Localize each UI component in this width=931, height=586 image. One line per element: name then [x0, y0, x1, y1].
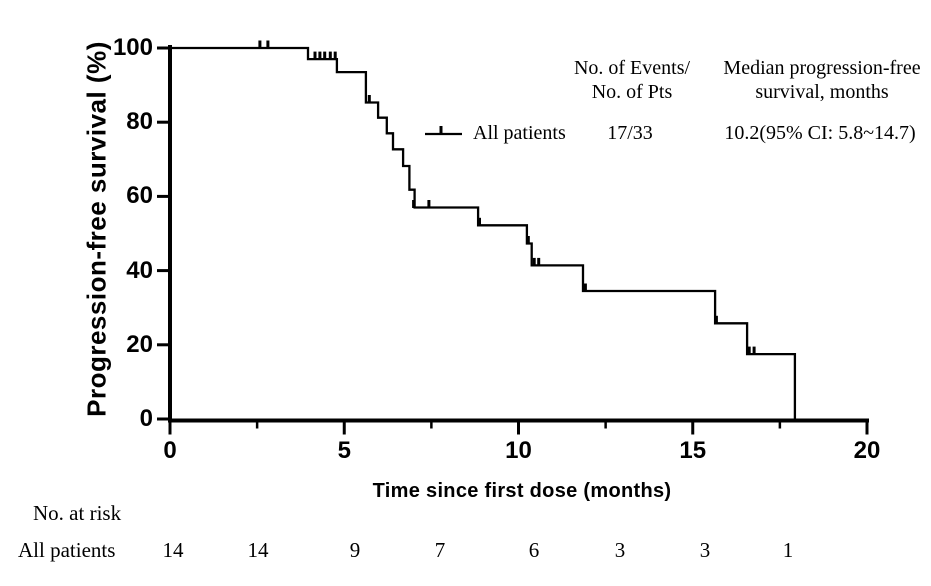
- censor-mark: [752, 346, 756, 355]
- legend-events-value: 17/33: [607, 122, 653, 144]
- censor-mark: [747, 346, 751, 355]
- x-tick-label: 0: [163, 437, 177, 464]
- censor-mark: [323, 51, 327, 60]
- y-tick-label: 60: [126, 182, 153, 210]
- at-risk-count: 14: [162, 538, 184, 562]
- at-risk-count: 3: [699, 538, 711, 562]
- at-risk-count: 1: [782, 538, 794, 562]
- censor-mark: [412, 200, 416, 208]
- legend-median-value: 10.2(95% CI: 5.8~14.7): [724, 122, 916, 144]
- censor-mark: [427, 200, 431, 208]
- at-risk-count: 6: [528, 538, 540, 562]
- y-tick-label: 100: [112, 34, 153, 61]
- y-tick-label: 80: [126, 108, 153, 136]
- censor-mark: [532, 257, 536, 266]
- at-risk-row-label: All patients: [18, 538, 116, 562]
- censor-mark: [478, 217, 481, 226]
- at-risk-count: 3: [614, 538, 626, 562]
- y-tick-label: 20: [126, 330, 153, 358]
- at-risk-title: No. at risk: [33, 501, 122, 525]
- censor-mark: [333, 51, 337, 60]
- y-tick-label: 0: [139, 405, 153, 432]
- x-tick-label: 10: [505, 437, 532, 464]
- censor-mark: [583, 283, 587, 292]
- censor-mark: [714, 315, 718, 324]
- legend-header-events: No. of Events/ No. of Pts: [573, 57, 691, 103]
- x-tick-label: 20: [853, 437, 881, 464]
- x-axis-title: Time since first dose (months): [372, 480, 672, 502]
- legend-series-label: All patients: [473, 122, 566, 144]
- censor-mark: [537, 257, 541, 266]
- x-tick-label: 15: [679, 437, 707, 464]
- x-tick-label: 5: [337, 437, 351, 464]
- censor-mark: [328, 51, 332, 60]
- censor-mark: [266, 40, 270, 49]
- survival-curve: [170, 46, 797, 419]
- y-axis-title: Progression-free survival (%): [81, 41, 112, 417]
- at-risk-count: 9: [349, 538, 361, 562]
- censor-mark: [318, 51, 322, 60]
- censor-mark: [313, 51, 317, 60]
- censor-mark: [258, 40, 262, 49]
- censor-mark: [526, 236, 530, 244]
- y-tick-label: 40: [126, 256, 153, 284]
- legend-key-censor-icon: [439, 126, 443, 134]
- at-risk-count: 7: [434, 538, 446, 562]
- censor-mark: [367, 95, 371, 103]
- at-risk-count: 14: [247, 538, 269, 562]
- legend-header-median: Median progression-free survival, months: [723, 57, 921, 103]
